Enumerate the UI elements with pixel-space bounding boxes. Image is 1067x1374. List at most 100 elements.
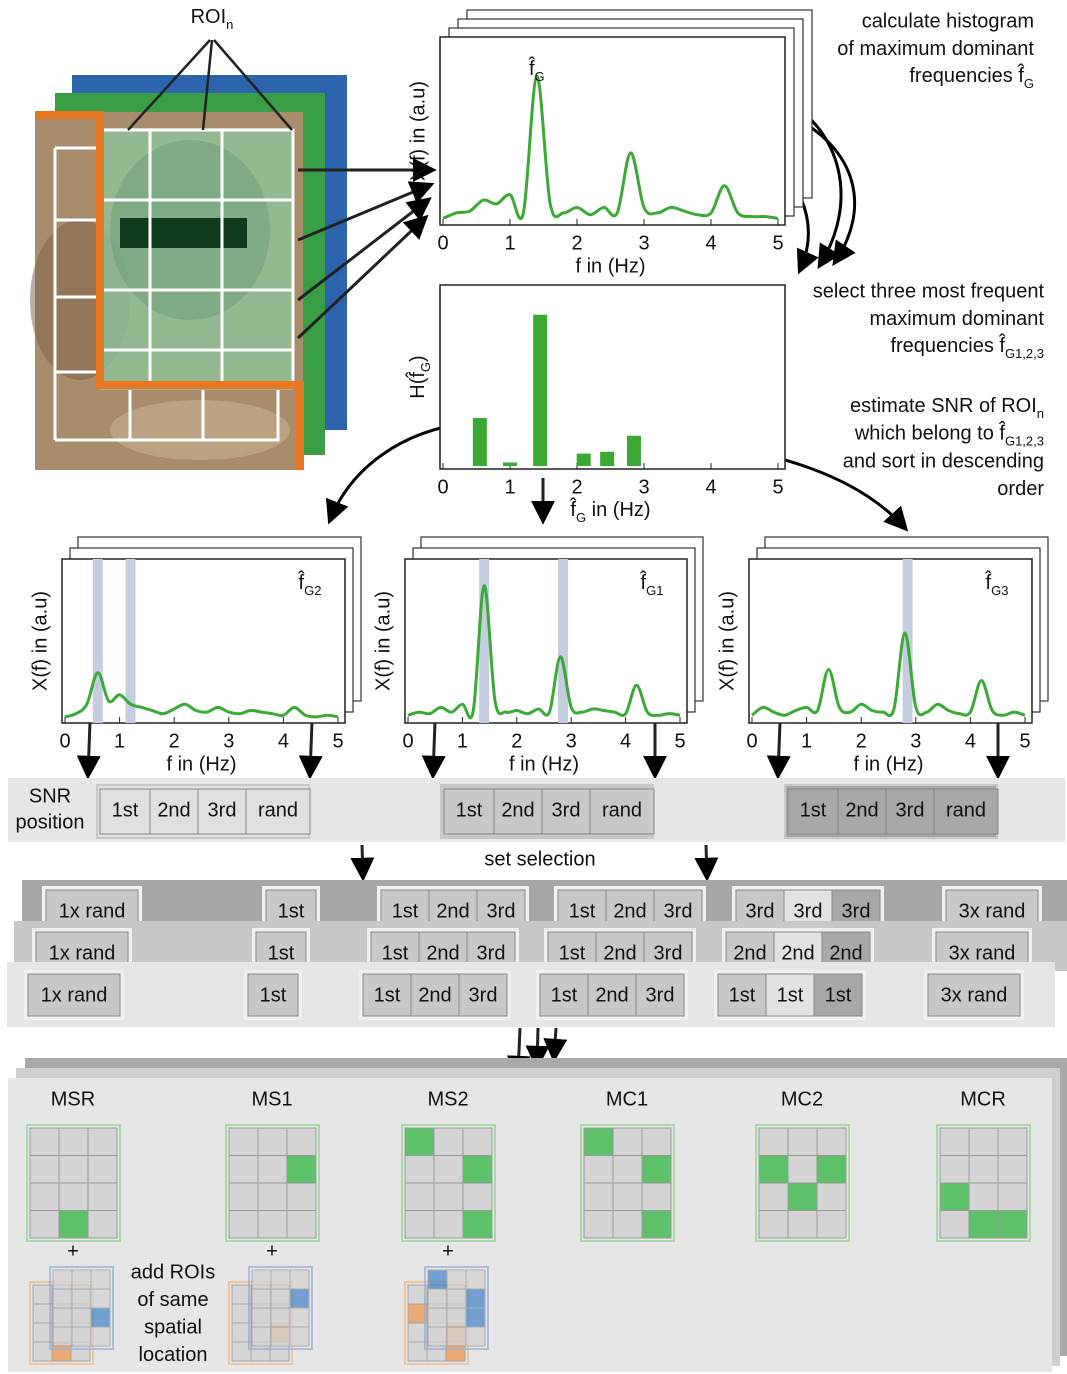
roi-cell: [91, 1270, 110, 1289]
roi-cell: [91, 1289, 110, 1308]
roi-grid: [756, 1125, 849, 1241]
x-tick-label: 3: [638, 232, 649, 254]
roi-cell: [613, 1156, 642, 1184]
frequency-band: [479, 559, 489, 723]
snr-title: SNR: [29, 785, 71, 807]
roi-cell: [642, 1211, 671, 1239]
snr-rank: rand: [602, 799, 642, 821]
roi-cell: [434, 1211, 463, 1239]
set-rank: 3rd: [842, 900, 871, 922]
set-rank: 1st: [777, 984, 804, 1006]
roi-cell: [447, 1308, 466, 1327]
roi-cell: [287, 1211, 316, 1239]
snr-rank: 1st: [112, 799, 139, 821]
label-subscript: G: [418, 362, 433, 372]
method-name: MS1: [251, 1088, 292, 1110]
roi-cell: [434, 1183, 463, 1211]
x-tick-label: 5: [772, 476, 783, 498]
set-rank: 3x rand: [959, 900, 1026, 922]
label-main: ROI: [191, 6, 227, 28]
x-tick-label: 0: [437, 232, 448, 254]
frequency-band: [93, 559, 103, 723]
roi-cell: [613, 1128, 642, 1156]
method-name: MC1: [606, 1088, 648, 1110]
roi-cell: [447, 1270, 466, 1289]
roi-cell: [287, 1183, 316, 1211]
roi-cell: [88, 1183, 117, 1211]
roi-cell: [30, 1156, 59, 1184]
step-note: frequencies f̂G1,2,3: [890, 334, 1044, 361]
roi-cell: [466, 1308, 485, 1327]
label-subscript: G1: [646, 583, 663, 598]
set-rank: 3rd: [746, 900, 775, 922]
page: { "roi_label": {"text": "ROI", "sub": "n…: [0, 0, 1067, 1374]
y-axis-label: X(f) in (a.u): [716, 591, 738, 691]
roi-cell: [72, 1327, 91, 1346]
roi-cell: [290, 1289, 309, 1308]
y-axis-label: X(f) in (a.u): [407, 81, 429, 181]
roi-cell: [91, 1308, 110, 1327]
roi-cell: [405, 1128, 434, 1156]
step-note: calculate histogram: [862, 10, 1034, 32]
step-note: which belong to f̂G1,2,3: [854, 421, 1044, 448]
x-tick-label: 0: [437, 476, 448, 498]
plus-sign: +: [266, 1240, 278, 1262]
roi-cell: [59, 1211, 88, 1239]
set-rank: 1x rand: [59, 900, 126, 922]
x-tick-label: 4: [620, 730, 631, 752]
step-note: order: [997, 478, 1044, 500]
roi-cell: [53, 1270, 72, 1289]
roi-cell: [30, 1211, 59, 1239]
roi-cell: [59, 1128, 88, 1156]
roi-cell: [940, 1183, 969, 1211]
label-subscript: G1,2,3: [1005, 346, 1044, 361]
roi-cell: [229, 1211, 258, 1239]
roi-cell: [428, 1270, 447, 1289]
set-rank: 3rd: [654, 942, 683, 964]
label-main: estimate SNR of ROI: [850, 395, 1037, 417]
roi-cell: [72, 1289, 91, 1308]
video-frames: [30, 40, 347, 470]
roi-cell: [998, 1211, 1027, 1239]
x-tick-label: 2: [169, 730, 180, 752]
roi-cell: [788, 1156, 817, 1184]
set-rank: 1st: [374, 984, 401, 1006]
x-tick-label: 1: [114, 730, 125, 752]
x-tick-label: 3: [910, 730, 921, 752]
plot-frame: [440, 285, 785, 469]
add-note: add ROIs: [131, 1261, 215, 1283]
x-tick-label: 4: [965, 730, 976, 752]
snr-rank: 3rd: [208, 799, 237, 821]
x-tick-label: 2: [571, 476, 582, 498]
roi-cell: [463, 1183, 492, 1211]
diagram: 012345f in (Hz)X(f) in (a.u)f̂G012345f̂G…: [0, 0, 1067, 1374]
roi-cell: [759, 1128, 788, 1156]
x-tick-label: 1: [457, 730, 468, 752]
label-main: frequencies f̂: [909, 64, 1025, 87]
set-rank: 1st: [729, 984, 756, 1006]
method-name: MC2: [781, 1088, 823, 1110]
label-main: H(f̂: [406, 371, 429, 399]
roi-cell: [788, 1183, 817, 1211]
roi-cell: [817, 1128, 846, 1156]
roi-cell: [258, 1156, 287, 1184]
set-rank: 3x rand: [941, 984, 1008, 1006]
method-name: MCR: [960, 1088, 1006, 1110]
roi-cell: [72, 1270, 91, 1289]
roi-cell: [998, 1156, 1027, 1184]
roi-cell: [405, 1183, 434, 1211]
roi-cell: [53, 1327, 72, 1346]
label-tail: ): [407, 355, 429, 362]
label-tail: in (Hz): [586, 499, 650, 521]
set-rank: 2nd: [781, 942, 814, 964]
roi-cell: [258, 1183, 287, 1211]
x-tick-label: 1: [504, 476, 515, 498]
x-tick-label: 2: [511, 730, 522, 752]
roi-grid: [402, 1125, 495, 1241]
roi-cell: [613, 1183, 642, 1211]
step-note: and sort in descending: [843, 450, 1044, 472]
x-axis-label: f in (Hz): [576, 255, 646, 277]
roi-cell: [969, 1183, 998, 1211]
snr-rank: 2nd: [157, 799, 190, 821]
set-rank: 3rd: [646, 984, 675, 1006]
